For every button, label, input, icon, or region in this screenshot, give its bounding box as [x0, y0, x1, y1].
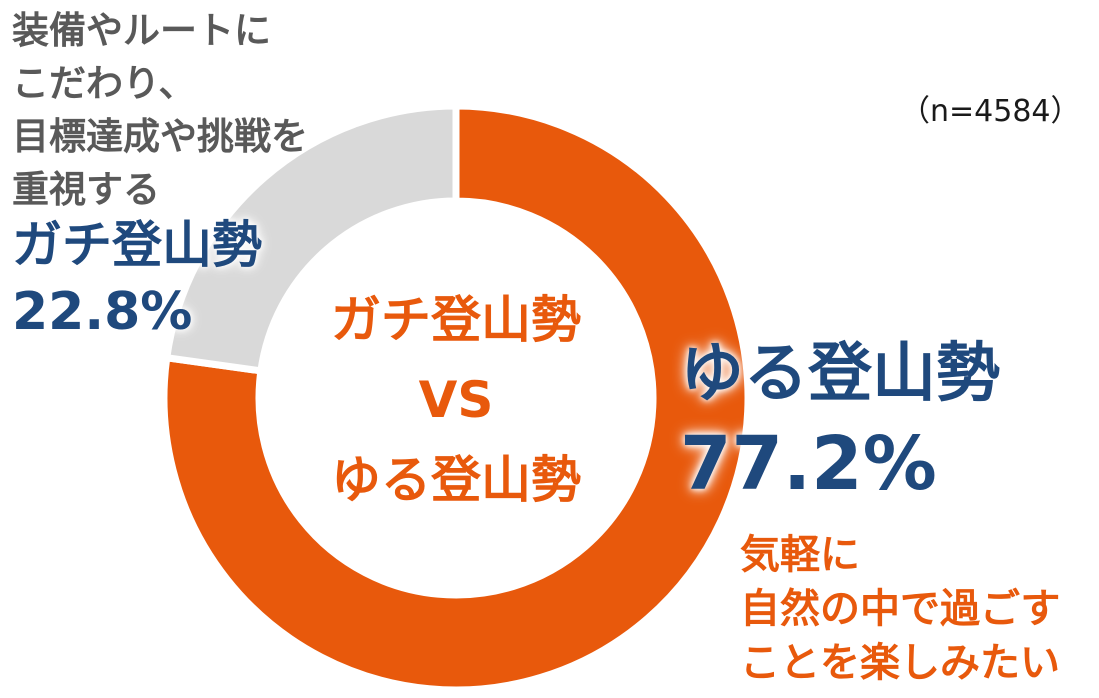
yuru-description-line: 自然の中で過ごす — [740, 586, 1061, 632]
gachi-category-label: ガチ登山勢 — [12, 216, 262, 274]
gachi-description: 装備やルートに こだわり、 目標達成や挑戦を 重視する — [12, 4, 308, 216]
center-label: ガチ登山勢 VS ゆる登山勢 — [300, 280, 612, 520]
center-label-yuru: ゆる登山勢 — [331, 451, 581, 509]
donut-slice-gachi — [162, 102, 460, 375]
center-label-gachi: ガチ登山勢 — [331, 291, 581, 349]
gachi-description-line: 重視する — [12, 168, 160, 211]
gachi-percentage: 22.8% — [12, 282, 193, 342]
gachi-description-line: 目標達成や挑戦を — [12, 115, 308, 158]
sample-size: （n=4584） — [900, 94, 1081, 129]
gachi-description-line: こだわり、 — [12, 62, 196, 105]
yuru-description: 気軽に 自然の中で過ごす ことを楽しみたい — [740, 528, 1060, 690]
donut-slice-yuru — [160, 102, 752, 694]
yuru-description-line: 気軽に — [740, 532, 860, 578]
yuru-category-label: ゆる登山勢 — [680, 337, 1000, 411]
yuru-description-line: ことを楽しみたい — [740, 640, 1060, 686]
yuru-percentage: 77.2% — [680, 421, 937, 507]
center-label-vs: VS — [418, 371, 494, 429]
gachi-description-line: 装備やルートに — [12, 9, 271, 52]
